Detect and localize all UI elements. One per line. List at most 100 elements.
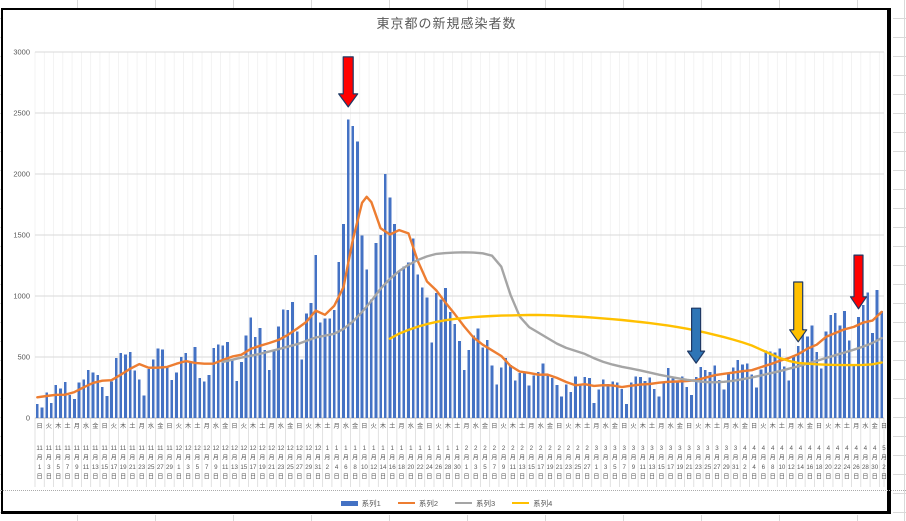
svg-text:6: 6 [344, 464, 348, 471]
svg-text:13: 13 [519, 464, 526, 471]
svg-text:26: 26 [435, 464, 442, 471]
legend-item-series1[interactable]: 系列1 [340, 498, 381, 509]
yellow-down-arrow-mid-april[interactable] [789, 281, 808, 343]
svg-text:日: 日 [269, 474, 275, 481]
svg-text:11: 11 [101, 445, 108, 452]
legend-item-series4[interactable]: 系列4 [512, 498, 552, 509]
svg-text:日: 日 [83, 474, 89, 481]
svg-text:月: 月 [705, 455, 711, 462]
svg-text:11: 11 [92, 445, 99, 452]
svg-text:日: 日 [306, 474, 312, 481]
svg-text:12: 12 [175, 445, 182, 452]
chart-title[interactable]: 東京都の新規感染者数 [376, 16, 517, 31]
svg-text:10: 10 [778, 464, 785, 471]
svg-text:日: 日 [74, 474, 80, 481]
svg-text:1: 1 [363, 445, 367, 452]
svg-text:4: 4 [789, 445, 793, 452]
line-series2-orange[interactable] [36, 195, 883, 399]
svg-text:火: 火 [565, 423, 571, 430]
svg-text:4: 4 [799, 445, 803, 452]
svg-text:15: 15 [658, 464, 665, 471]
svg-text:日: 日 [426, 423, 432, 430]
svg-text:7: 7 [205, 464, 209, 471]
svg-text:8: 8 [771, 464, 775, 471]
svg-text:月: 月 [742, 455, 748, 462]
svg-text:日: 日 [621, 423, 627, 430]
svg-text:月: 月 [83, 455, 89, 462]
svg-text:日: 日 [426, 474, 432, 481]
svg-text:3: 3 [678, 445, 682, 452]
svg-text:3: 3 [613, 445, 617, 452]
svg-text:日: 日 [501, 474, 507, 481]
svg-text:0: 0 [26, 414, 30, 423]
svg-text:月: 月 [408, 455, 414, 462]
svg-text:12: 12 [250, 445, 257, 452]
svg-text:月: 月 [593, 423, 599, 430]
svg-text:27: 27 [157, 464, 164, 471]
svg-text:日: 日 [835, 474, 841, 481]
legend-item-series3[interactable]: 系列3 [455, 498, 495, 509]
svg-text:11: 11 [129, 445, 136, 452]
svg-text:12: 12 [305, 445, 312, 452]
svg-text:月: 月 [788, 455, 794, 462]
svg-text:3: 3 [734, 445, 738, 452]
svg-text:月: 月 [417, 455, 423, 462]
svg-text:水: 水 [83, 422, 90, 430]
svg-text:月: 月 [361, 455, 367, 462]
svg-text:日: 日 [334, 474, 340, 481]
svg-text:17: 17 [250, 464, 257, 471]
svg-text:4: 4 [762, 445, 766, 452]
blue-down-arrow-late-march[interactable] [686, 307, 706, 364]
svg-text:土: 土 [519, 422, 525, 430]
svg-text:日: 日 [510, 474, 516, 481]
svg-text:11: 11 [83, 445, 90, 452]
svg-text:月: 月 [324, 455, 330, 462]
line-series4-yellow[interactable] [388, 313, 883, 367]
svg-text:水: 水 [797, 422, 804, 430]
svg-text:4: 4 [864, 445, 868, 452]
svg-text:2: 2 [882, 464, 886, 471]
svg-text:日: 日 [797, 474, 803, 481]
svg-text:12: 12 [222, 445, 229, 452]
svg-text:月: 月 [528, 455, 534, 462]
svg-text:月: 月 [445, 455, 451, 462]
svg-text:金: 金 [612, 422, 619, 430]
svg-text:17: 17 [537, 464, 544, 471]
svg-text:月: 月 [482, 455, 488, 462]
svg-text:日: 日 [556, 474, 562, 481]
svg-text:27: 27 [296, 464, 303, 471]
svg-text:日: 日 [649, 474, 655, 481]
svg-text:日: 日 [129, 474, 135, 481]
svg-text:日: 日 [686, 474, 692, 481]
red-down-arrow-january-peak[interactable] [338, 56, 359, 108]
svg-text:水: 水 [148, 422, 155, 430]
svg-text:日: 日 [222, 474, 228, 481]
svg-text:2: 2 [502, 445, 506, 452]
svg-text:月: 月 [241, 455, 247, 462]
red-down-arrow-late-april[interactable] [849, 254, 868, 310]
bars-series1[interactable] [35, 119, 884, 419]
svg-text:25: 25 [574, 464, 581, 471]
svg-text:日: 日 [473, 474, 479, 481]
svg-text:月: 月 [630, 455, 636, 462]
svg-text:月: 月 [222, 455, 228, 462]
svg-text:19: 19 [547, 464, 554, 471]
svg-text:9: 9 [502, 464, 506, 471]
svg-text:11: 11 [510, 464, 517, 471]
svg-text:4: 4 [827, 445, 831, 452]
worksheet-row-gridlines-right [893, 0, 906, 521]
svg-text:1: 1 [418, 445, 422, 452]
svg-text:月: 月 [565, 455, 571, 462]
svg-text:日: 日 [816, 423, 822, 430]
annotation-arrows [338, 56, 868, 364]
line-series3-gray[interactable] [221, 251, 883, 384]
svg-text:土: 土 [584, 422, 590, 430]
svg-text:1000: 1000 [13, 292, 30, 301]
svg-text:月: 月 [436, 455, 442, 462]
svg-text:月: 月 [185, 455, 191, 462]
svg-text:月: 月 [176, 455, 182, 462]
legend-item-series2[interactable]: 系列2 [397, 498, 438, 509]
svg-text:月: 月 [157, 455, 163, 462]
svg-text:日: 日 [166, 423, 172, 430]
